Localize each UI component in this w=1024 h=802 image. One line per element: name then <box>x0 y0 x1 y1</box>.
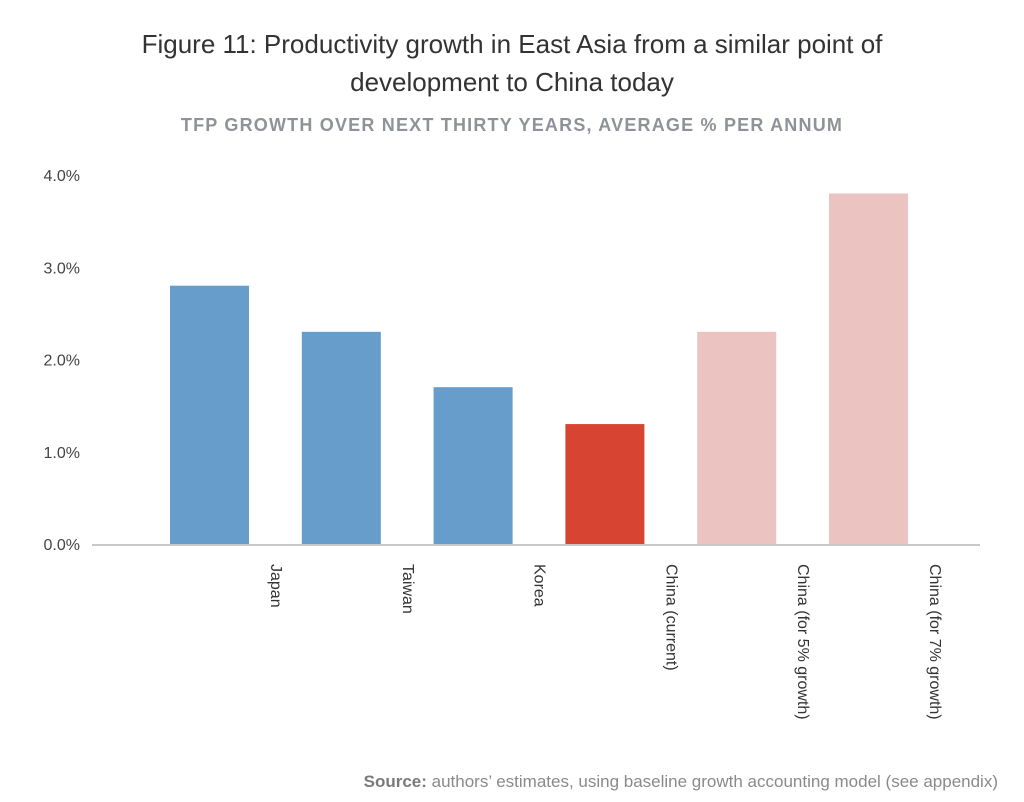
x-tick-label: China (for 5% growth) <box>794 564 811 720</box>
x-tick-label: Korea <box>531 564 548 607</box>
x-tick-label: Japan <box>267 564 284 608</box>
x-tick-label: Taiwan <box>399 564 416 614</box>
source-label: Source: <box>363 772 427 791</box>
bar-korea <box>433 387 513 544</box>
y-tick-label: 4.0% <box>44 168 80 185</box>
y-tick-label: 1.0% <box>44 445 80 462</box>
source-text: authors’ estimates, using baseline growt… <box>426 772 998 791</box>
y-tick-label: 2.0% <box>44 353 80 370</box>
source-note: Source: authors’ estimates, using baseli… <box>364 772 998 792</box>
y-tick-label: 0.0% <box>44 537 80 554</box>
bar-china-for-7-growth <box>829 193 908 544</box>
y-tick-label: 3.0% <box>44 260 80 277</box>
x-tick-label: China (for 7% growth) <box>926 564 943 720</box>
bar-chart: 0.0% 1.0% 2.0% 3.0% 4.0% Japan Taiwan Korea Chin… <box>44 168 980 720</box>
chart-subtitle: TFP GROWTH OVER NEXT THIRTY YEARS, AVERA… <box>180 115 844 135</box>
chart-title-line-1: Figure 11: Productivity growth in East A… <box>141 29 883 59</box>
chart-title-line-2: development to China today <box>350 67 674 97</box>
bar-china-for-5-growth <box>697 331 777 544</box>
bar-japan <box>170 285 249 544</box>
bar-taiwan <box>301 331 381 544</box>
bar-china-current <box>565 424 645 544</box>
chart-title: Figure 11: Productivity growth in East A… <box>0 25 1024 101</box>
x-tick-label: China (current) <box>662 564 679 671</box>
